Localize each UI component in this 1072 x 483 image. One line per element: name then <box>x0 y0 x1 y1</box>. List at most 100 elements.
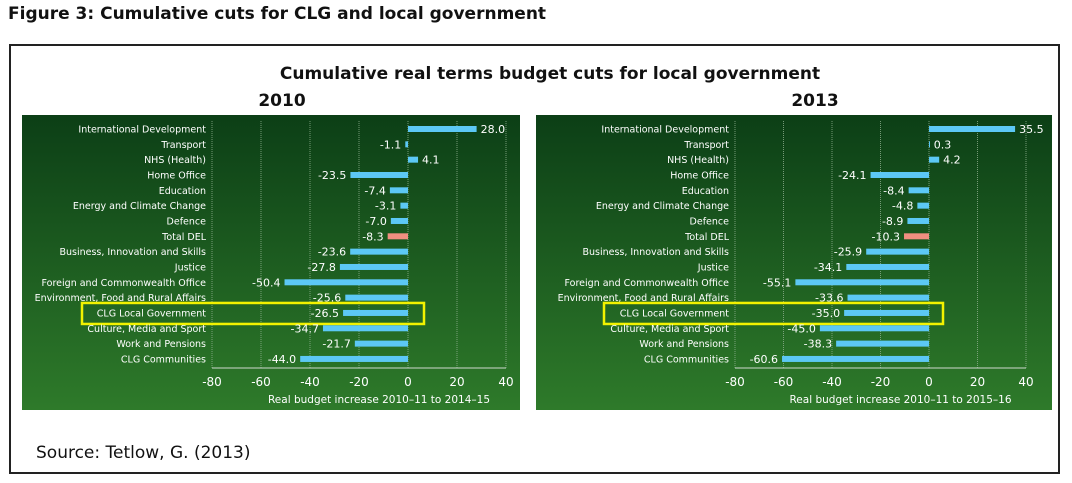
data-label: -44.0 <box>268 353 296 366</box>
bar <box>904 233 929 240</box>
bar <box>350 171 408 178</box>
data-label: -60.6 <box>750 353 778 366</box>
category-label: Transport <box>683 140 729 151</box>
category-label: Energy and Climate Change <box>596 201 729 212</box>
data-label: -35.0 <box>812 307 840 320</box>
data-label: -4.8 <box>892 200 913 213</box>
category-label: NHS (Health) <box>667 155 729 166</box>
category-label: Education <box>159 186 206 197</box>
category-label: Defence <box>167 216 207 227</box>
data-label: 4.2 <box>943 154 961 167</box>
source-note: Source: Tetlow, G. (2013) <box>36 443 250 463</box>
x-tick-label: 40 <box>1018 375 1033 389</box>
panel-2013: -80 -60 -40 -20 0 20 40 Real budget increase 20… <box>536 115 1052 410</box>
category-label: Energy and Climate Change <box>73 201 206 212</box>
category-label: International Development <box>601 125 729 136</box>
x-tick-label: 20 <box>449 375 464 389</box>
category-label: Business, Innovation and Skills <box>582 247 729 258</box>
category-label: Education <box>682 186 729 197</box>
category-label: Foreign and Commonwealth Office <box>565 278 730 289</box>
bar <box>795 279 929 286</box>
data-label: -26.5 <box>311 307 339 320</box>
category-label: CLG Communities <box>121 354 206 365</box>
data-label: -38.3 <box>804 338 832 351</box>
bar <box>345 294 408 301</box>
data-label: -25.9 <box>834 246 862 259</box>
data-label: -34.1 <box>814 261 842 274</box>
x-axis-label: Real budget increase 2010–11 to 2015–16 <box>789 394 1011 406</box>
bar <box>387 233 408 240</box>
data-label: -25.6 <box>313 292 341 305</box>
data-label: -24.1 <box>838 169 866 182</box>
bar <box>819 325 929 332</box>
x-tick-label: -40 <box>300 375 320 389</box>
panel-2010: -80 -60 -40 -20 0 20 40 Real budget increase 20… <box>22 115 520 410</box>
bar <box>408 156 419 163</box>
x-tick-label: 20 <box>970 375 985 389</box>
x-tick-label: 40 <box>498 375 513 389</box>
data-label: -34.7 <box>291 322 319 335</box>
data-label: -21.7 <box>322 338 350 351</box>
x-tick-label: -20 <box>871 375 891 389</box>
panel-title-2010: 2010 <box>258 91 305 111</box>
category-label: Business, Innovation and Skills <box>59 247 206 258</box>
panel-background <box>22 115 520 410</box>
data-label: -1.1 <box>380 138 401 151</box>
bar <box>866 248 929 255</box>
bar <box>836 340 929 347</box>
category-label: NHS (Health) <box>144 155 206 166</box>
data-label: -55.1 <box>763 276 791 289</box>
data-label: -8.4 <box>883 184 904 197</box>
bar <box>389 187 408 194</box>
category-label: CLG Local Government <box>620 308 729 319</box>
category-label: Transport <box>160 140 206 151</box>
figure-frame <box>9 44 1060 474</box>
category-label: Environment, Food and Rural Affairs <box>558 293 729 304</box>
bar <box>929 126 1016 132</box>
bar <box>300 355 408 362</box>
bar <box>343 309 408 316</box>
data-label: 4.1 <box>422 154 440 167</box>
bar <box>408 126 477 132</box>
data-label: 35.5 <box>1019 123 1044 136</box>
x-tick-label: -60 <box>251 375 271 389</box>
category-label: CLG Local Government <box>97 308 206 319</box>
bar <box>322 325 408 332</box>
category-label: Work and Pensions <box>116 339 206 350</box>
data-label: -10.3 <box>872 230 900 243</box>
data-label: -7.0 <box>365 215 386 228</box>
panel-background <box>536 115 1052 410</box>
x-tick-label: -20 <box>349 375 369 389</box>
category-label: CLG Communities <box>644 354 729 365</box>
bar <box>929 156 940 163</box>
category-label: Culture, Media and Sport <box>87 324 206 335</box>
bar <box>847 294 929 301</box>
data-label: -3.1 <box>375 200 396 213</box>
bar <box>390 217 408 224</box>
figure-title: Figure 3: Cumulative cuts for CLG and lo… <box>8 4 547 24</box>
highlight-box <box>602 301 945 326</box>
category-label: Total DEL <box>684 232 730 243</box>
data-label: -27.8 <box>307 261 335 274</box>
bar <box>907 217 929 224</box>
x-tick-label: -80 <box>202 375 222 389</box>
bar <box>844 309 929 316</box>
x-tick-label: -40 <box>822 375 842 389</box>
data-label: -33.6 <box>815 292 843 305</box>
category-label: Total DEL <box>161 232 207 243</box>
bar <box>339 263 408 270</box>
bar <box>350 248 408 255</box>
category-label: Work and Pensions <box>639 339 729 350</box>
panel-title-2013: 2013 <box>791 91 838 111</box>
bar <box>354 340 408 347</box>
x-tick-label: 0 <box>404 375 412 389</box>
bar <box>917 202 929 209</box>
bar <box>929 141 930 148</box>
category-label: Defence <box>690 216 730 227</box>
bar <box>908 187 929 194</box>
category-label: International Development <box>78 125 206 136</box>
category-label: Home Office <box>147 170 206 181</box>
bar <box>405 141 408 148</box>
x-axis-label: Real budget increase 2010–11 to 2014–15 <box>268 394 490 406</box>
